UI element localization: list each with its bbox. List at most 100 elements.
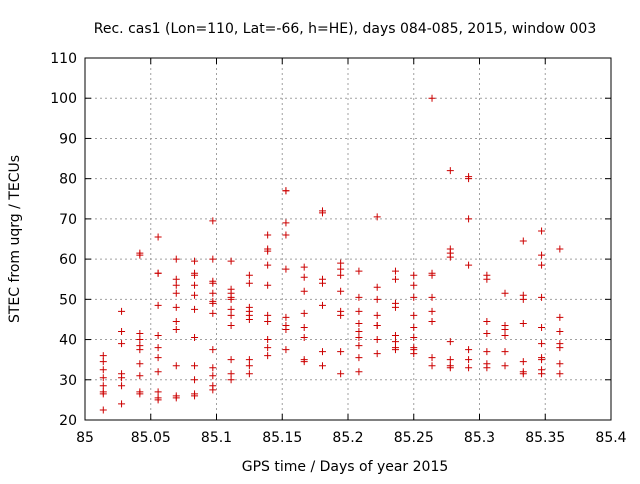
data-point bbox=[154, 388, 162, 396]
data-point bbox=[172, 394, 180, 402]
data-point bbox=[191, 291, 199, 299]
data-point bbox=[337, 370, 345, 378]
data-point bbox=[373, 321, 381, 329]
tick-labels: 85 85.05 85.1 85.15 85.2 85.25 85.3 85.35 85.4 20… bbox=[50, 51, 626, 446]
data-point bbox=[191, 362, 199, 370]
data-point bbox=[428, 271, 436, 279]
y-tick-label: 60 bbox=[59, 252, 77, 268]
data-point bbox=[446, 167, 454, 175]
data-point bbox=[300, 334, 308, 342]
data-point bbox=[136, 360, 144, 368]
data-point bbox=[337, 311, 345, 319]
data-point bbox=[410, 323, 418, 331]
data-point bbox=[538, 323, 546, 331]
data-point bbox=[337, 265, 345, 273]
data-point bbox=[483, 317, 491, 325]
data-point bbox=[264, 317, 272, 325]
data-point bbox=[355, 267, 363, 275]
data-point bbox=[264, 281, 272, 289]
data-point bbox=[556, 245, 564, 253]
data-point bbox=[99, 366, 107, 374]
data-point bbox=[136, 390, 144, 398]
data-point bbox=[337, 271, 345, 279]
data-point bbox=[118, 328, 126, 336]
data-point bbox=[191, 305, 199, 313]
y-tick-label: 20 bbox=[59, 413, 77, 429]
data-point bbox=[136, 330, 144, 338]
data-point bbox=[519, 237, 527, 245]
data-point bbox=[227, 311, 235, 319]
data-point bbox=[209, 364, 217, 372]
data-point bbox=[227, 257, 235, 265]
data-point bbox=[318, 301, 326, 309]
data-point bbox=[154, 344, 162, 352]
data-point bbox=[282, 313, 290, 321]
data-point bbox=[538, 261, 546, 269]
data-point bbox=[172, 326, 180, 333]
x-tick-label: 85 bbox=[76, 430, 94, 446]
data-point bbox=[154, 396, 162, 404]
data-point bbox=[209, 372, 217, 380]
data-point bbox=[465, 175, 473, 183]
data-point bbox=[318, 362, 326, 370]
data-point bbox=[428, 293, 436, 301]
data-point bbox=[209, 255, 217, 263]
data-point bbox=[282, 219, 290, 227]
data-point bbox=[118, 340, 126, 348]
data-point bbox=[136, 372, 144, 380]
data-point bbox=[245, 362, 253, 370]
data-point bbox=[355, 334, 363, 342]
data-point bbox=[556, 344, 564, 352]
data-point bbox=[465, 364, 473, 372]
data-point bbox=[538, 293, 546, 301]
data-point bbox=[410, 293, 418, 301]
data-point bbox=[355, 328, 363, 336]
data-point bbox=[172, 275, 180, 283]
data-point bbox=[538, 370, 546, 378]
data-point bbox=[227, 376, 235, 384]
data-point bbox=[300, 358, 308, 366]
data-point bbox=[191, 281, 199, 289]
x-tick-label: 85.25 bbox=[394, 430, 434, 446]
data-point bbox=[519, 358, 527, 366]
data-point bbox=[501, 348, 509, 356]
data-point bbox=[118, 374, 126, 382]
data-point bbox=[99, 382, 107, 390]
data-point bbox=[391, 346, 399, 354]
data-point bbox=[556, 328, 564, 336]
data-point bbox=[209, 346, 217, 354]
data-point bbox=[172, 255, 180, 263]
data-point bbox=[99, 358, 107, 366]
data-point bbox=[282, 346, 290, 354]
data-point bbox=[191, 392, 199, 400]
data-point bbox=[483, 364, 491, 372]
data-point bbox=[264, 311, 272, 319]
data-point bbox=[337, 348, 345, 356]
data-point bbox=[154, 233, 162, 241]
data-point bbox=[264, 261, 272, 269]
data-point bbox=[373, 350, 381, 358]
data-point bbox=[99, 374, 107, 382]
data-point bbox=[209, 386, 217, 394]
data-point bbox=[391, 303, 399, 311]
y-tick-label: 70 bbox=[59, 212, 77, 228]
data-point bbox=[556, 370, 564, 378]
y-tick-label: 100 bbox=[50, 91, 77, 107]
data-point bbox=[118, 307, 126, 315]
data-point bbox=[373, 213, 381, 221]
data-point bbox=[209, 279, 217, 287]
data-point bbox=[519, 295, 527, 303]
data-point bbox=[282, 231, 290, 239]
y-tick-label: 30 bbox=[59, 373, 77, 389]
chart-title: Rec. cas1 (Lon=110, Lat=-66, h=HE), days… bbox=[94, 21, 596, 37]
data-point bbox=[99, 406, 107, 414]
y-tick-label: 90 bbox=[59, 131, 77, 147]
data-point bbox=[519, 370, 527, 378]
data-point bbox=[538, 356, 546, 364]
data-point bbox=[483, 275, 491, 283]
data-point bbox=[318, 348, 326, 356]
y-tick-label: 80 bbox=[59, 172, 77, 188]
data-point bbox=[245, 370, 253, 378]
